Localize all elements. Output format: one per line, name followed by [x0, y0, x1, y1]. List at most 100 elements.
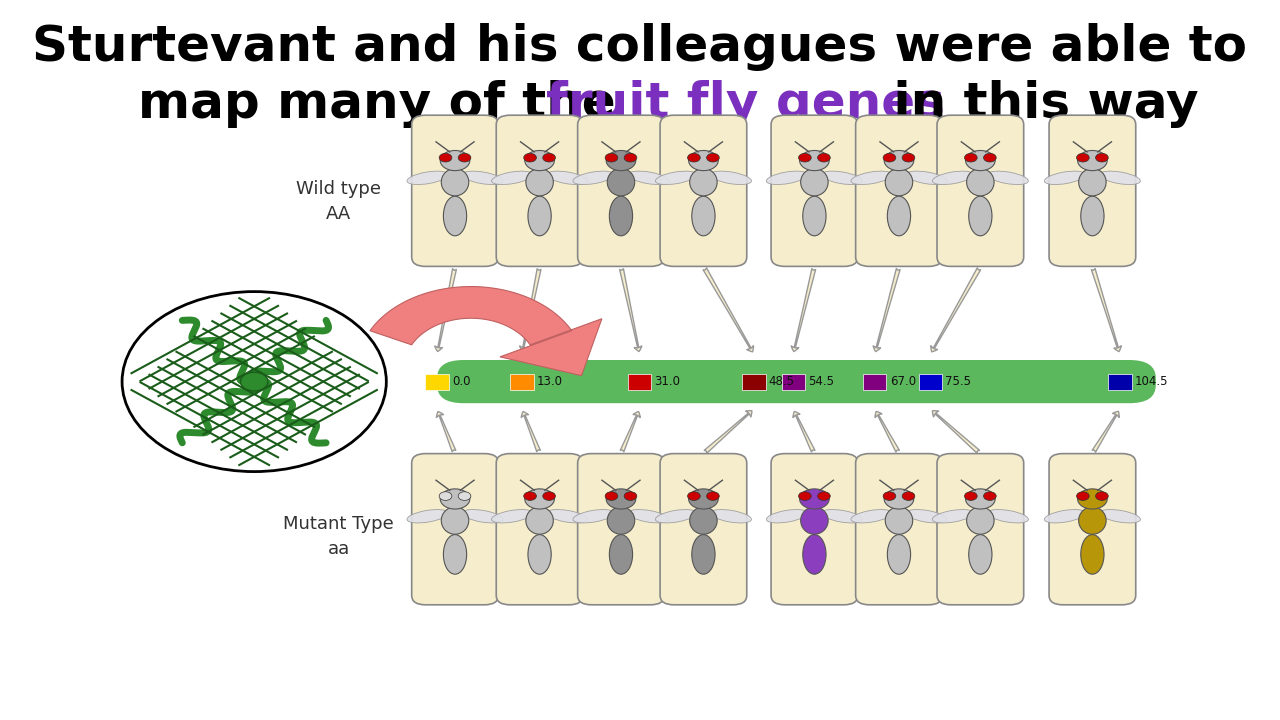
Circle shape [625, 153, 637, 162]
FancyBboxPatch shape [919, 374, 942, 390]
Circle shape [965, 492, 977, 500]
Ellipse shape [690, 168, 717, 196]
Circle shape [800, 150, 829, 171]
FancyBboxPatch shape [412, 454, 498, 605]
FancyBboxPatch shape [855, 115, 942, 266]
Circle shape [1096, 153, 1108, 162]
Ellipse shape [443, 197, 467, 236]
Circle shape [543, 492, 556, 500]
Circle shape [983, 153, 996, 162]
Circle shape [799, 492, 812, 500]
Circle shape [1096, 492, 1108, 500]
Circle shape [687, 492, 700, 500]
FancyBboxPatch shape [782, 374, 805, 390]
Ellipse shape [710, 171, 751, 184]
Circle shape [439, 153, 452, 162]
Circle shape [883, 153, 896, 162]
Ellipse shape [527, 534, 552, 575]
Circle shape [122, 292, 387, 472]
Ellipse shape [547, 510, 588, 523]
Circle shape [439, 492, 452, 500]
FancyBboxPatch shape [742, 374, 765, 390]
Ellipse shape [691, 197, 716, 236]
Circle shape [965, 489, 995, 509]
Text: Mutant Type
aa: Mutant Type aa [283, 515, 394, 558]
Text: map many of the: map many of the [138, 81, 632, 128]
Ellipse shape [887, 534, 910, 575]
Circle shape [525, 150, 554, 171]
Circle shape [818, 492, 831, 500]
Ellipse shape [1044, 510, 1085, 523]
Ellipse shape [969, 197, 992, 236]
Text: in this way: in this way [876, 81, 1198, 128]
Circle shape [687, 153, 700, 162]
FancyBboxPatch shape [937, 115, 1024, 266]
Ellipse shape [906, 510, 947, 523]
Ellipse shape [462, 171, 503, 184]
Ellipse shape [887, 197, 910, 236]
Ellipse shape [710, 510, 751, 523]
Ellipse shape [886, 507, 913, 534]
Text: fruit fly genes: fruit fly genes [547, 81, 946, 128]
Circle shape [458, 492, 471, 500]
Ellipse shape [906, 171, 947, 184]
FancyBboxPatch shape [511, 374, 534, 390]
FancyBboxPatch shape [1050, 454, 1135, 605]
Text: 54.5: 54.5 [808, 375, 835, 388]
Ellipse shape [407, 510, 448, 523]
Ellipse shape [573, 171, 614, 184]
Ellipse shape [607, 507, 635, 534]
Circle shape [1076, 153, 1089, 162]
Ellipse shape [442, 168, 468, 196]
Circle shape [625, 492, 637, 500]
Circle shape [983, 492, 996, 500]
Ellipse shape [932, 510, 973, 523]
Ellipse shape [547, 171, 588, 184]
Ellipse shape [628, 510, 669, 523]
Ellipse shape [442, 507, 468, 534]
Ellipse shape [443, 534, 467, 575]
Circle shape [902, 153, 915, 162]
Ellipse shape [851, 171, 892, 184]
Ellipse shape [492, 510, 532, 523]
Ellipse shape [987, 510, 1028, 523]
Circle shape [800, 489, 829, 509]
Circle shape [707, 153, 719, 162]
Text: 75.5: 75.5 [945, 375, 972, 388]
FancyBboxPatch shape [577, 115, 664, 266]
Ellipse shape [691, 534, 716, 575]
Ellipse shape [987, 171, 1028, 184]
Ellipse shape [609, 197, 632, 236]
Ellipse shape [822, 171, 863, 184]
Ellipse shape [767, 171, 808, 184]
Ellipse shape [822, 510, 863, 523]
Circle shape [884, 489, 914, 509]
Text: 0.0: 0.0 [452, 375, 470, 388]
Circle shape [689, 489, 718, 509]
Circle shape [707, 492, 719, 500]
Ellipse shape [801, 507, 828, 534]
FancyBboxPatch shape [1050, 115, 1135, 266]
Ellipse shape [1100, 171, 1140, 184]
FancyBboxPatch shape [1108, 374, 1132, 390]
Circle shape [524, 492, 536, 500]
Circle shape [607, 489, 636, 509]
Ellipse shape [803, 197, 826, 236]
Circle shape [440, 150, 470, 171]
Circle shape [607, 150, 636, 171]
Circle shape [543, 153, 556, 162]
Ellipse shape [526, 168, 553, 196]
Ellipse shape [969, 534, 992, 575]
Ellipse shape [1100, 510, 1140, 523]
Ellipse shape [407, 171, 448, 184]
Ellipse shape [607, 168, 635, 196]
Circle shape [884, 150, 914, 171]
Ellipse shape [966, 507, 995, 534]
Ellipse shape [851, 510, 892, 523]
Circle shape [1078, 489, 1107, 509]
Ellipse shape [801, 168, 828, 196]
Text: 48.5: 48.5 [769, 375, 795, 388]
Text: 13.0: 13.0 [536, 375, 563, 388]
Ellipse shape [767, 510, 808, 523]
FancyBboxPatch shape [855, 454, 942, 605]
